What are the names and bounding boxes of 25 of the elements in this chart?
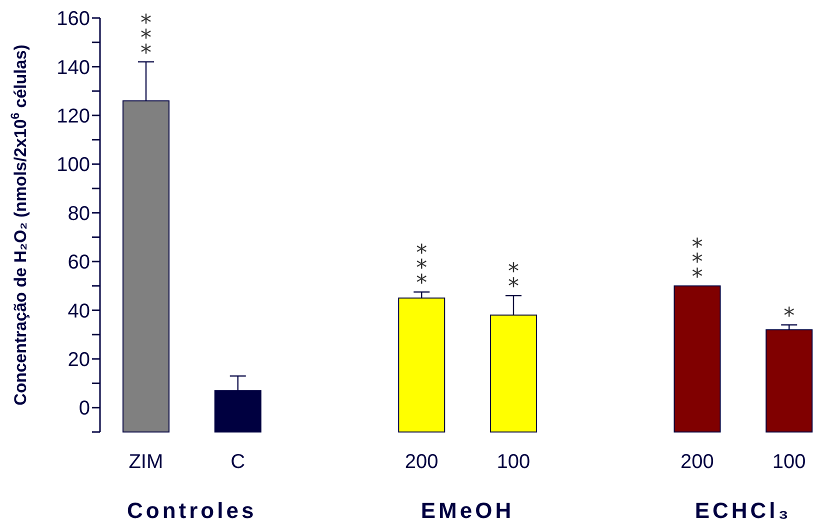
- x-tick-label: 200: [680, 451, 714, 473]
- data-label: *: [784, 304, 795, 329]
- x-tick-label: C: [230, 451, 246, 473]
- x-tick-label: 100: [772, 451, 806, 473]
- x-tick-label: 200: [404, 451, 438, 473]
- text: EMeOH: [420, 498, 514, 523]
- y-tick-label: 160: [56, 8, 90, 30]
- data-label: * **: [692, 234, 703, 290]
- x-tick-label: 100: [496, 451, 530, 473]
- y-tick-label: 140: [56, 56, 90, 79]
- data-label: ***: [416, 240, 428, 296]
- data-label: ***: [140, 10, 152, 66]
- y-tick-label: 120: [56, 106, 90, 128]
- data-label: **: [508, 260, 519, 300]
- y-tick-label: 20: [68, 349, 90, 372]
- y-tick-label: 60: [68, 252, 90, 274]
- y-tick-label: 40: [68, 300, 90, 322]
- y-tick-label: 0: [78, 398, 90, 420]
- text: ECHCl₃: [694, 498, 792, 523]
- text: Controles: [127, 498, 257, 523]
- y-tick-label: 100: [56, 154, 90, 176]
- bar: [674, 285, 721, 432]
- bar: [766, 329, 813, 432]
- x-tick-label: ZIM: [128, 451, 164, 473]
- y-tick-label: 80: [68, 202, 90, 225]
